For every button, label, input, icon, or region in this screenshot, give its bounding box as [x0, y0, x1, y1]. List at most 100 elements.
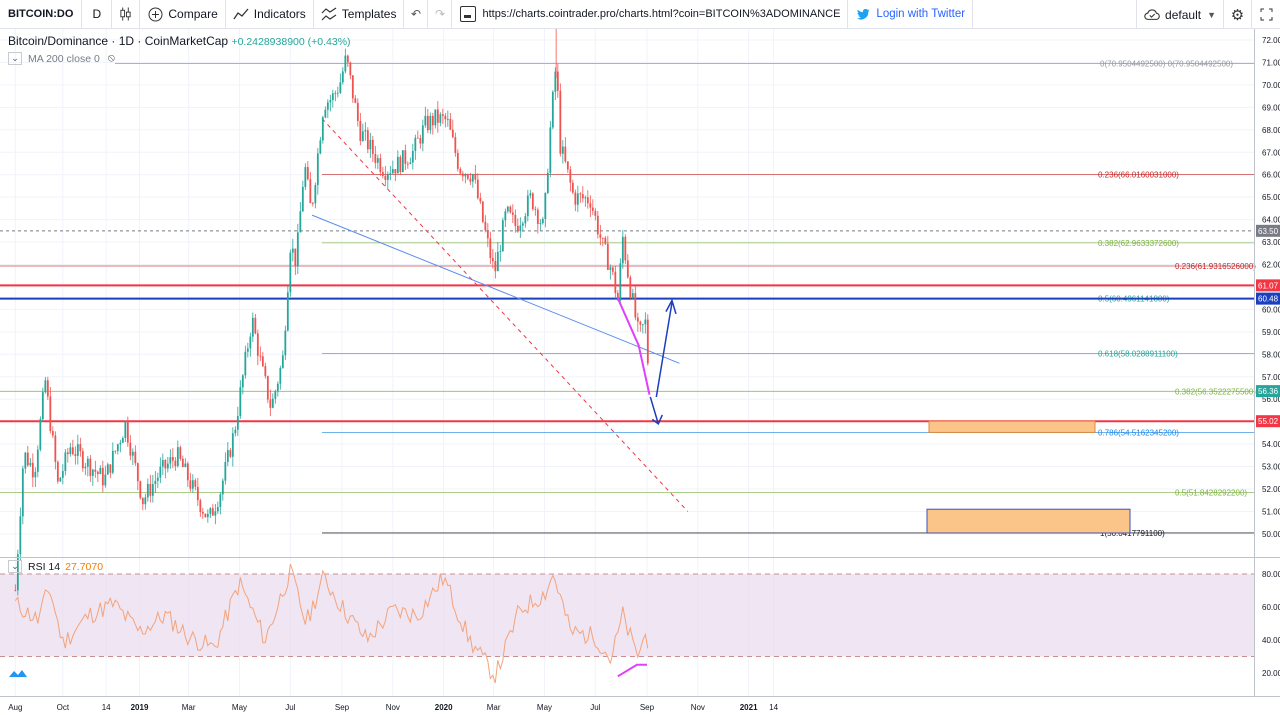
candle-body: [86, 458, 89, 467]
candle-body: [151, 484, 154, 496]
candle-body: [301, 186, 304, 212]
login-twitter-button[interactable]: Login with Twitter: [848, 0, 974, 29]
templates-button[interactable]: Templates: [314, 0, 405, 29]
collapse-rsi-button[interactable]: ⌄: [8, 560, 22, 573]
y-tick-label: 54.00: [1262, 440, 1280, 449]
candle-body: [529, 193, 532, 196]
redo-button[interactable]: ↷: [428, 0, 453, 29]
candle-body: [56, 461, 59, 482]
y-tick-label: 67.00: [1262, 148, 1280, 157]
interval-button[interactable]: D: [82, 0, 113, 29]
candle-body: [254, 317, 257, 334]
candle-body: [306, 167, 309, 180]
candle-body: [204, 513, 207, 518]
url-field[interactable]: https://charts.cointrader.pro/charts.htm…: [452, 0, 849, 29]
candle-body: [429, 115, 432, 131]
templates-icon: [321, 6, 337, 22]
candle-body: [264, 366, 267, 377]
candle-body: [169, 457, 172, 464]
candle-body: [61, 471, 64, 478]
candle-body: [101, 467, 104, 486]
candle-body: [516, 225, 519, 232]
down-arrowhead: [651, 414, 663, 426]
fullscreen-button[interactable]: [1252, 0, 1280, 29]
candle-body: [106, 464, 109, 475]
candle-body: [551, 91, 554, 128]
candle-body: [456, 152, 459, 169]
candle-body: [144, 497, 147, 505]
y-tick-label: 53.00: [1262, 463, 1280, 472]
candle-body: [311, 203, 314, 204]
indicators-button[interactable]: Indicators: [226, 0, 314, 29]
rsi-line: [14, 563, 649, 684]
candle-body: [566, 161, 569, 170]
fib-level-label: 0.236(66.0160031000): [1098, 170, 1179, 179]
candle-body: [69, 447, 72, 455]
candle-body: [219, 494, 222, 507]
candle-body: [549, 127, 552, 173]
candle-body: [19, 516, 22, 555]
chart-style-button[interactable]: [112, 0, 141, 29]
candle-body: [121, 437, 124, 443]
y-tick-label: 65.00: [1262, 193, 1280, 202]
candle-body: [564, 146, 567, 162]
candle-body: [104, 474, 107, 486]
settings-button[interactable]: ⚙: [1224, 0, 1252, 29]
candle-body: [609, 267, 612, 270]
symbol-search-button[interactable]: BITCOIN:DO: [0, 0, 83, 29]
chart-canvas[interactable]: 0(70.9504492500) 0(70.9504492500) 0.236(6…: [0, 29, 1280, 715]
candle-body: [214, 511, 217, 516]
candle-body: [601, 237, 604, 239]
eye-off-icon[interactable]: ⦸: [107, 52, 115, 64]
fib-level-label: 0.618(58.0288911100): [1098, 350, 1178, 359]
fib-level-label: 1(50.0417791100): [1100, 529, 1165, 538]
candle-body: [49, 396, 52, 432]
candle-body: [136, 463, 139, 482]
y-tick-label: 70.00: [1262, 81, 1280, 90]
candle-body: [336, 92, 339, 94]
ma-label: MA 200 close 0: [28, 52, 100, 65]
x-tick-label: Jul: [590, 703, 600, 712]
candle-body: [449, 118, 452, 130]
collapse-legend-button[interactable]: ⌄: [8, 52, 22, 65]
y-tick-label: 56.00: [1262, 395, 1280, 404]
candle-body: [146, 483, 149, 498]
undo-button[interactable]: ↶: [404, 0, 429, 29]
series-legend: Bitcoin/Dominance · 1D · CoinMarketCap +…: [8, 34, 351, 48]
candle-body: [324, 109, 327, 118]
candle-body: [451, 129, 454, 138]
candle-body: [471, 174, 474, 182]
candle-body: [116, 444, 119, 451]
candle-body: [59, 477, 62, 482]
candle-body: [506, 206, 509, 212]
candle-body: [266, 376, 269, 400]
candles-icon: [120, 7, 131, 21]
trendlines: [311, 118, 689, 512]
candle-body: [111, 450, 114, 473]
candle-body: [166, 463, 169, 469]
compare-button[interactable]: Compare: [140, 0, 226, 29]
candle-body: [389, 173, 392, 175]
layout-button[interactable]: default ▼: [1136, 0, 1224, 29]
candle-body: [624, 236, 627, 261]
fullscreen-icon: [1260, 8, 1272, 21]
y-tick-label: 57.00: [1262, 373, 1280, 382]
candle-body: [374, 154, 377, 163]
candle-body: [621, 236, 624, 264]
candle-body: [479, 198, 482, 202]
rsi-tick-label: 60.00: [1262, 603, 1280, 612]
candle-body: [249, 336, 252, 349]
candle-body: [554, 71, 557, 92]
candle-body: [474, 174, 477, 180]
target-zone-box: [928, 420, 1096, 433]
candle-body: [431, 115, 434, 126]
candle-body: [329, 100, 332, 103]
series-change: +0.2428938900 (+0.43%): [231, 36, 351, 48]
chart-area[interactable]: 0(70.9504492500) 0(70.9504492500) 0.236(6…: [0, 29, 1280, 715]
candle-body: [446, 118, 449, 120]
candle-body: [391, 169, 394, 174]
target-zone-box: [926, 508, 1131, 534]
candle-body: [279, 367, 282, 384]
candle-body: [589, 203, 592, 208]
candle-body: [434, 109, 437, 126]
